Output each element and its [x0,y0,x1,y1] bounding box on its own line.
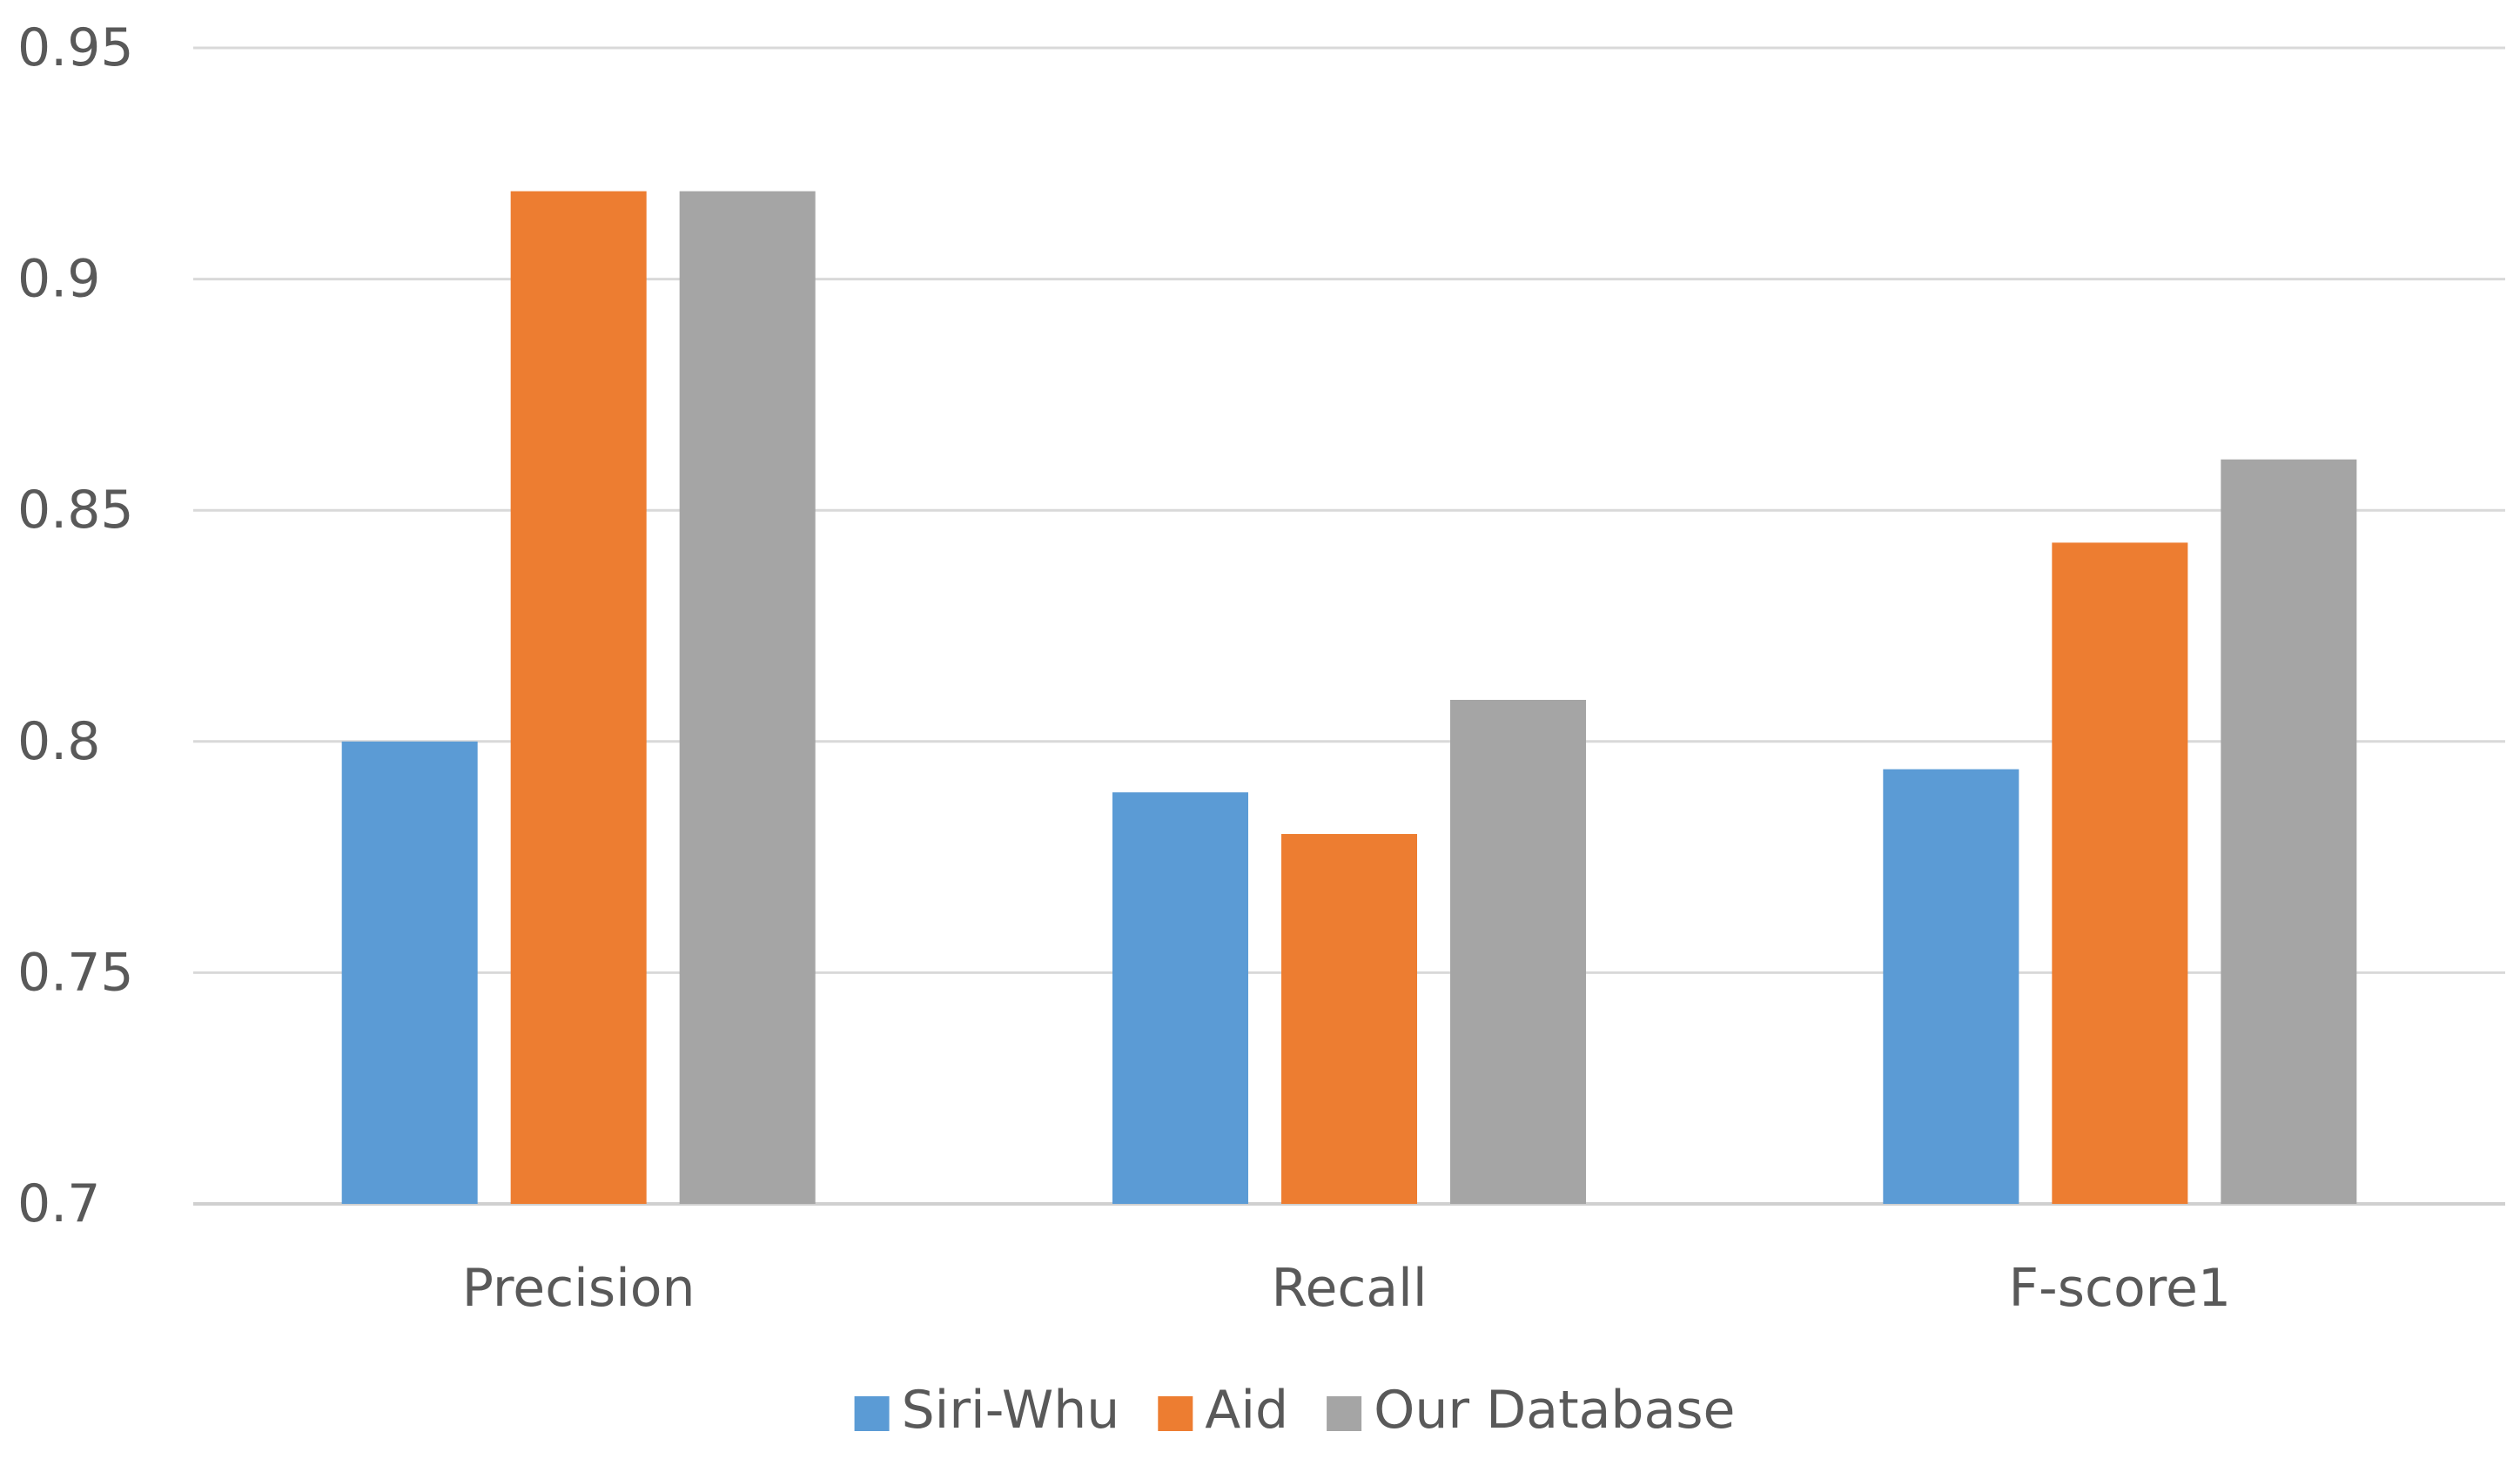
bar-siri-whu-recall [1112,792,1248,1204]
bar-aid-precision [510,191,647,1204]
bar-aid-f-score1 [2052,542,2188,1204]
bar-our-database-precision [679,191,816,1204]
legend-item-our-database: Our Database [1327,1380,1735,1441]
y-tick-label: 0.8 [17,711,100,772]
bar-siri-whu-f-score1 [1883,769,2019,1204]
x-category-label: F-score1 [2009,1258,2232,1319]
y-tick-label: 0.75 [17,942,134,1003]
y-tick-label: 0.85 [17,480,134,541]
x-category-label: Precision [462,1258,696,1319]
bar-our-database-recall [1450,699,1586,1204]
bars [341,191,2357,1204]
legend-item-siri-whu: Siri-Whu [854,1380,1120,1441]
legend-label: Our Database [1374,1380,1735,1441]
legend-swatch [854,1396,890,1431]
legend-label: Siri-Whu [902,1380,1120,1441]
y-tick-label: 0.95 [17,17,134,78]
axes: 0.7 0.75 0.8 0.85 0.9 0.95 Precision Recall F-sc… [17,17,2231,1319]
legend-swatch [1327,1396,1362,1431]
x-category-label: Recall [1271,1258,1427,1319]
legend-item-aid: Aid [1158,1380,1288,1441]
bar-aid-recall [1281,834,1417,1204]
y-tick-label: 0.7 [17,1173,100,1234]
bar-siri-whu-precision [341,741,478,1204]
y-tick-label: 0.9 [17,249,100,310]
legend-swatch [1158,1396,1193,1431]
legend-label: Aid [1205,1380,1288,1441]
bar-our-database-f-score1 [2221,459,2357,1204]
legend: Siri-Whu Aid Our Database [854,1380,1735,1441]
